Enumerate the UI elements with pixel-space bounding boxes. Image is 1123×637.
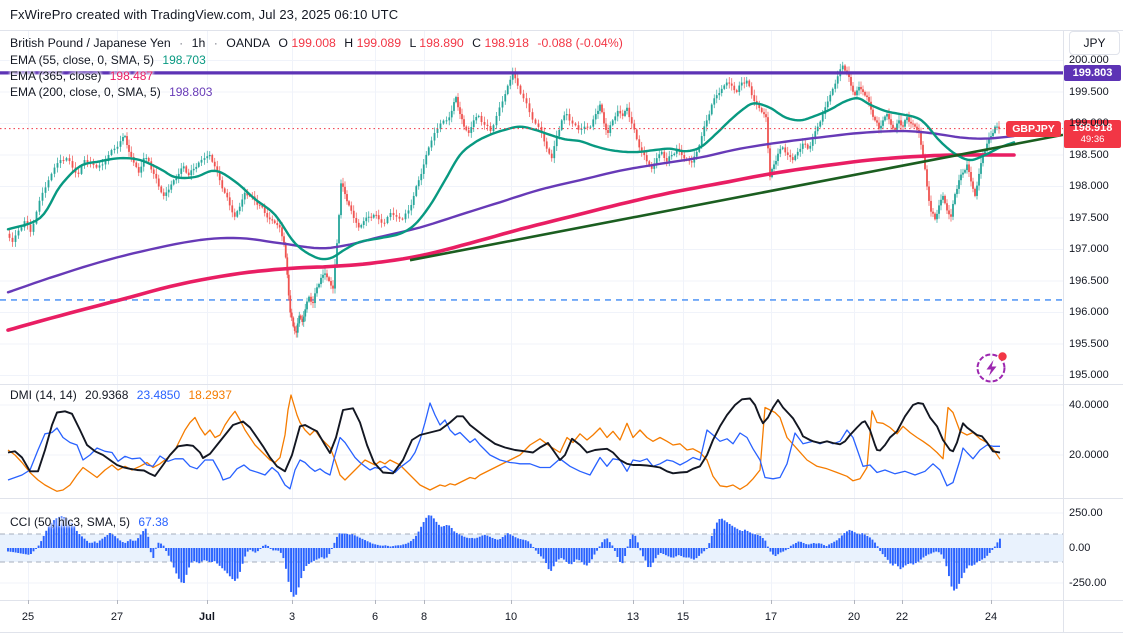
exchange-label: OANDA (226, 36, 270, 50)
ema55-value: 198.703 (162, 52, 206, 67)
close-label: C (472, 36, 482, 50)
cci-legend-row[interactable]: CCI (50, hlc3, SMA, 5) 67.38 (10, 515, 173, 529)
ema-level-badge: 199.803 (1064, 64, 1121, 81)
dmi-adx-value: 20.9368 (85, 388, 129, 402)
ema-level-badge-value: 199.803 (1072, 66, 1113, 79)
ema365-label: EMA (365, close) (10, 68, 102, 83)
dmi-legend-row[interactable]: DMI (14, 14) 20.9368 23.4850 18.2937 (10, 388, 237, 402)
symbol-price-tag: GBPJPY (1006, 120, 1061, 137)
last-price-badge: 198.918 49:36 (1064, 119, 1121, 148)
cci-value: 67.38 (138, 515, 169, 529)
high-value: 199.089 (356, 36, 402, 50)
low-value: 198.890 (419, 36, 464, 50)
bar-countdown: 49:36 (1080, 134, 1105, 146)
ema365-legend-row[interactable]: EMA (365, close) 198.487 (10, 69, 158, 83)
ema55-legend-row[interactable]: EMA (55, close, 0, SMA, 5) 198.703 (10, 53, 211, 67)
open-label: O (278, 36, 288, 50)
currency-axis-button[interactable]: JPY (1069, 31, 1120, 55)
notification-dot (998, 352, 1007, 361)
interval-label: 1h (191, 36, 206, 50)
cci-label: CCI (50, hlc3, SMA, 5) (10, 515, 131, 529)
ema200-value: 198.803 (169, 84, 213, 99)
flash-icon[interactable] (972, 347, 1012, 387)
dmi-plus-di-value: 23.4850 (136, 388, 181, 402)
high-label: H (344, 36, 354, 50)
symbol-name: British Pound / Japanese Yen (10, 36, 171, 50)
symbol-legend-row[interactable]: British Pound / Japanese Yen · 1h · OAND… (10, 36, 628, 50)
ema365-value: 198.487 (109, 68, 154, 83)
open-value: 199.008 (291, 36, 336, 50)
dmi-minus-di-value: 18.2937 (188, 388, 232, 402)
last-price-value: 198.918 (1072, 122, 1113, 135)
ema200-label: EMA (200, close, 0, SMA, 5) (10, 84, 161, 99)
ema55-label: EMA (55, close, 0, SMA, 5) (10, 52, 155, 67)
legend-separator2: · (213, 36, 218, 50)
symbol-tag-text: GBPJPY (1012, 122, 1055, 135)
ema200-legend-row[interactable]: EMA (200, close, 0, SMA, 5) 198.803 (10, 85, 217, 99)
change-value: -0.088 (-0.04%) (537, 36, 623, 50)
dmi-label: DMI (14, 14) (10, 388, 77, 402)
low-label: L (409, 36, 416, 50)
close-value: 198.918 (484, 36, 529, 50)
legend-separator: · (179, 36, 184, 50)
